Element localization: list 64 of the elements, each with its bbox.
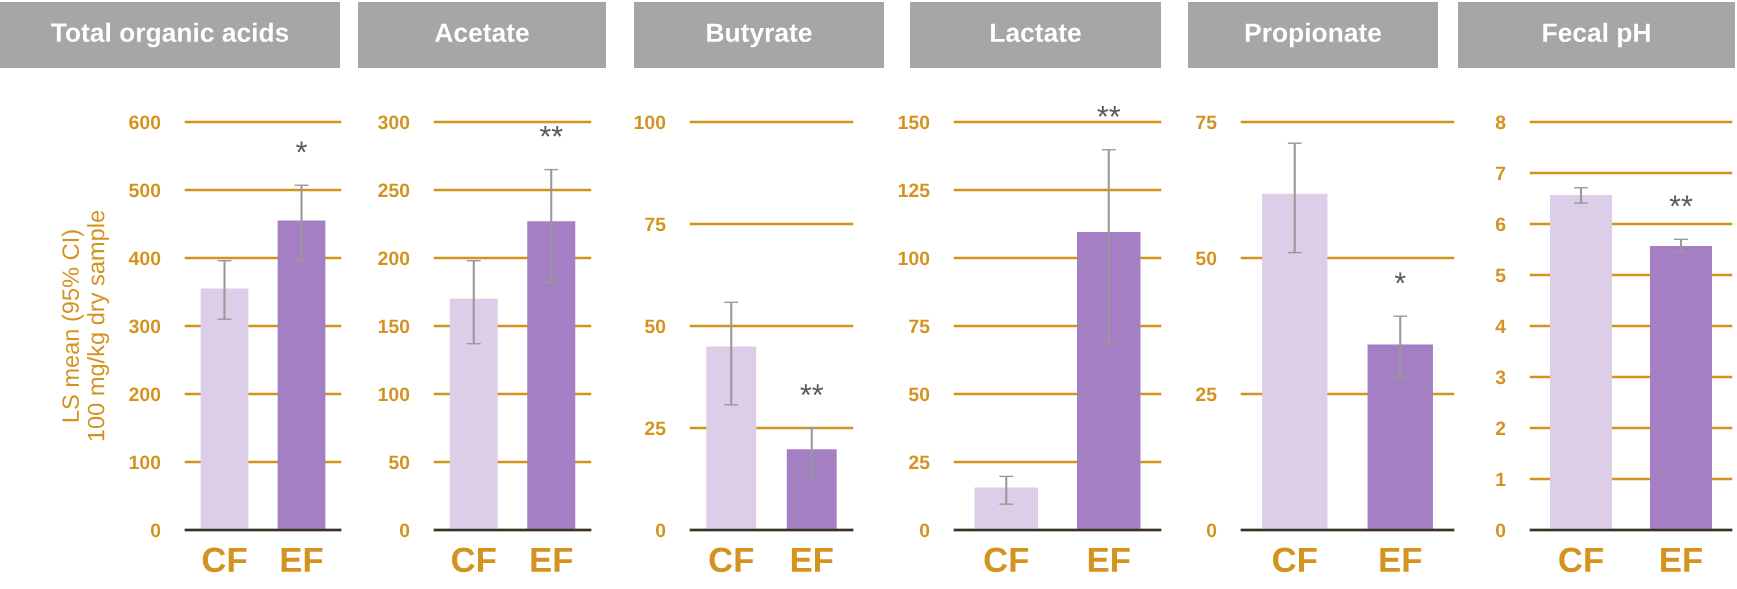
- y-tick-label: 3: [1495, 370, 1506, 385]
- x-tick-label: EF: [531, 547, 573, 572]
- text: **: [1097, 106, 1121, 117]
- y-tick-label: 4: [1495, 319, 1506, 334]
- x-tick-label: EF: [281, 547, 323, 572]
- y-tick-label: 8: [1495, 115, 1506, 130]
- y-tick-label: 0: [150, 523, 161, 538]
- y-tick-label: 25: [909, 455, 930, 470]
- y-tick-label: 150: [378, 319, 410, 334]
- chart-title: Total organic acids: [51, 22, 289, 48]
- y-tick-label: 300: [129, 319, 161, 334]
- x-tick-label: CF: [1559, 547, 1603, 573]
- y-tick-label: 5: [1495, 268, 1506, 283]
- y-tick-label: 250: [378, 183, 410, 198]
- chart-title: Lactate: [991, 23, 1081, 43]
- annotation: **: [800, 384, 824, 396]
- y-tick-label: 100: [634, 115, 666, 130]
- y-tick-label: 600: [129, 115, 161, 130]
- x-tick-label: CF: [709, 547, 754, 573]
- x-tick-label: EF: [1088, 547, 1130, 572]
- x-tick-label: CF: [452, 547, 496, 573]
- y-tick-label: 0: [1206, 523, 1217, 538]
- y-tick-label: 300: [378, 115, 410, 130]
- y-tick-label: 75: [1196, 115, 1217, 130]
- annotation: *: [296, 141, 307, 153]
- y-tick-label: 0: [655, 523, 666, 538]
- y-tick-label: 0: [1495, 523, 1506, 538]
- x-tick-label: EF: [791, 547, 833, 572]
- y-tick-label: 200: [129, 387, 161, 402]
- x-tick-label: EF: [1380, 547, 1422, 572]
- y-tick-label: 200: [378, 251, 410, 266]
- y-tick-label: 100: [129, 455, 161, 470]
- annotation: **: [1669, 195, 1693, 207]
- y-tick-label: 400: [128, 251, 161, 266]
- chart-title: Butyrate: [707, 23, 812, 48]
- y-tick-label: 100: [378, 387, 410, 402]
- y-tick-label: 75: [909, 319, 930, 334]
- y-tick-label: 6: [1495, 217, 1506, 232]
- y-tick-label: 100: [898, 251, 930, 266]
- y-tick-label: 50: [908, 387, 930, 402]
- y-tick-label: 7: [1496, 166, 1506, 181]
- x-tick-label: EF: [1661, 547, 1702, 572]
- y-tick-label: 125: [898, 183, 930, 198]
- y-tick-label: 2: [1495, 421, 1506, 436]
- y-tick-label: 50: [388, 455, 410, 470]
- y-tick-label: 500: [129, 183, 161, 198]
- y-tick-label: 1: [1496, 472, 1506, 487]
- chart-title: Fecal pH: [1543, 22, 1650, 48]
- x-tick-label: CF: [1273, 547, 1317, 573]
- annotation: *: [1394, 272, 1406, 284]
- chart-title: Acetate: [434, 23, 529, 43]
- y-tick-label: 25: [1196, 387, 1217, 402]
- y-axis-title: LS mean (95% CI) 100 mg/kg dry sample: [61, 210, 110, 441]
- x-tick-label: CF: [984, 547, 1029, 573]
- y-tick-label: 50: [1195, 251, 1217, 266]
- y-tick-label: 25: [645, 421, 666, 436]
- y-tick-label: 50: [644, 319, 666, 334]
- y-tick-label: 75: [645, 217, 666, 232]
- y-tick-label: 0: [399, 523, 410, 538]
- chart-title: Propionate: [1245, 22, 1382, 48]
- y-tick-label: 0: [919, 523, 930, 538]
- x-tick-label: CF: [202, 547, 247, 573]
- annotation: **: [539, 125, 563, 137]
- y-tick-label: 150: [898, 115, 930, 130]
